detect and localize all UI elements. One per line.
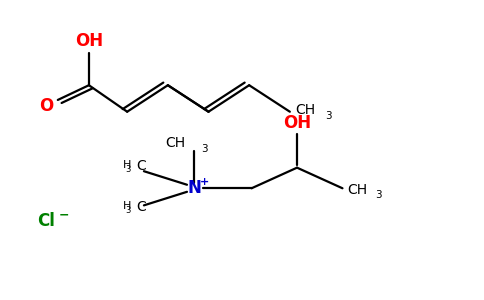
Text: OH: OH (283, 115, 311, 133)
Text: CH: CH (347, 183, 367, 197)
Text: 3: 3 (201, 143, 208, 154)
Text: Cl: Cl (37, 212, 55, 230)
Text: C: C (136, 159, 146, 173)
Text: H: H (122, 201, 131, 211)
Text: 3: 3 (375, 190, 381, 200)
Text: CH: CH (166, 136, 185, 150)
Text: −: − (59, 209, 69, 222)
Text: H: H (122, 160, 131, 170)
Text: CH: CH (296, 103, 316, 117)
Text: OH: OH (75, 32, 103, 50)
Text: O: O (39, 97, 53, 115)
Text: C: C (136, 200, 146, 214)
Text: 3: 3 (126, 165, 131, 174)
Text: 3: 3 (126, 206, 131, 215)
Text: 3: 3 (325, 111, 332, 122)
Text: +: + (200, 177, 209, 187)
Text: N: N (187, 179, 201, 197)
